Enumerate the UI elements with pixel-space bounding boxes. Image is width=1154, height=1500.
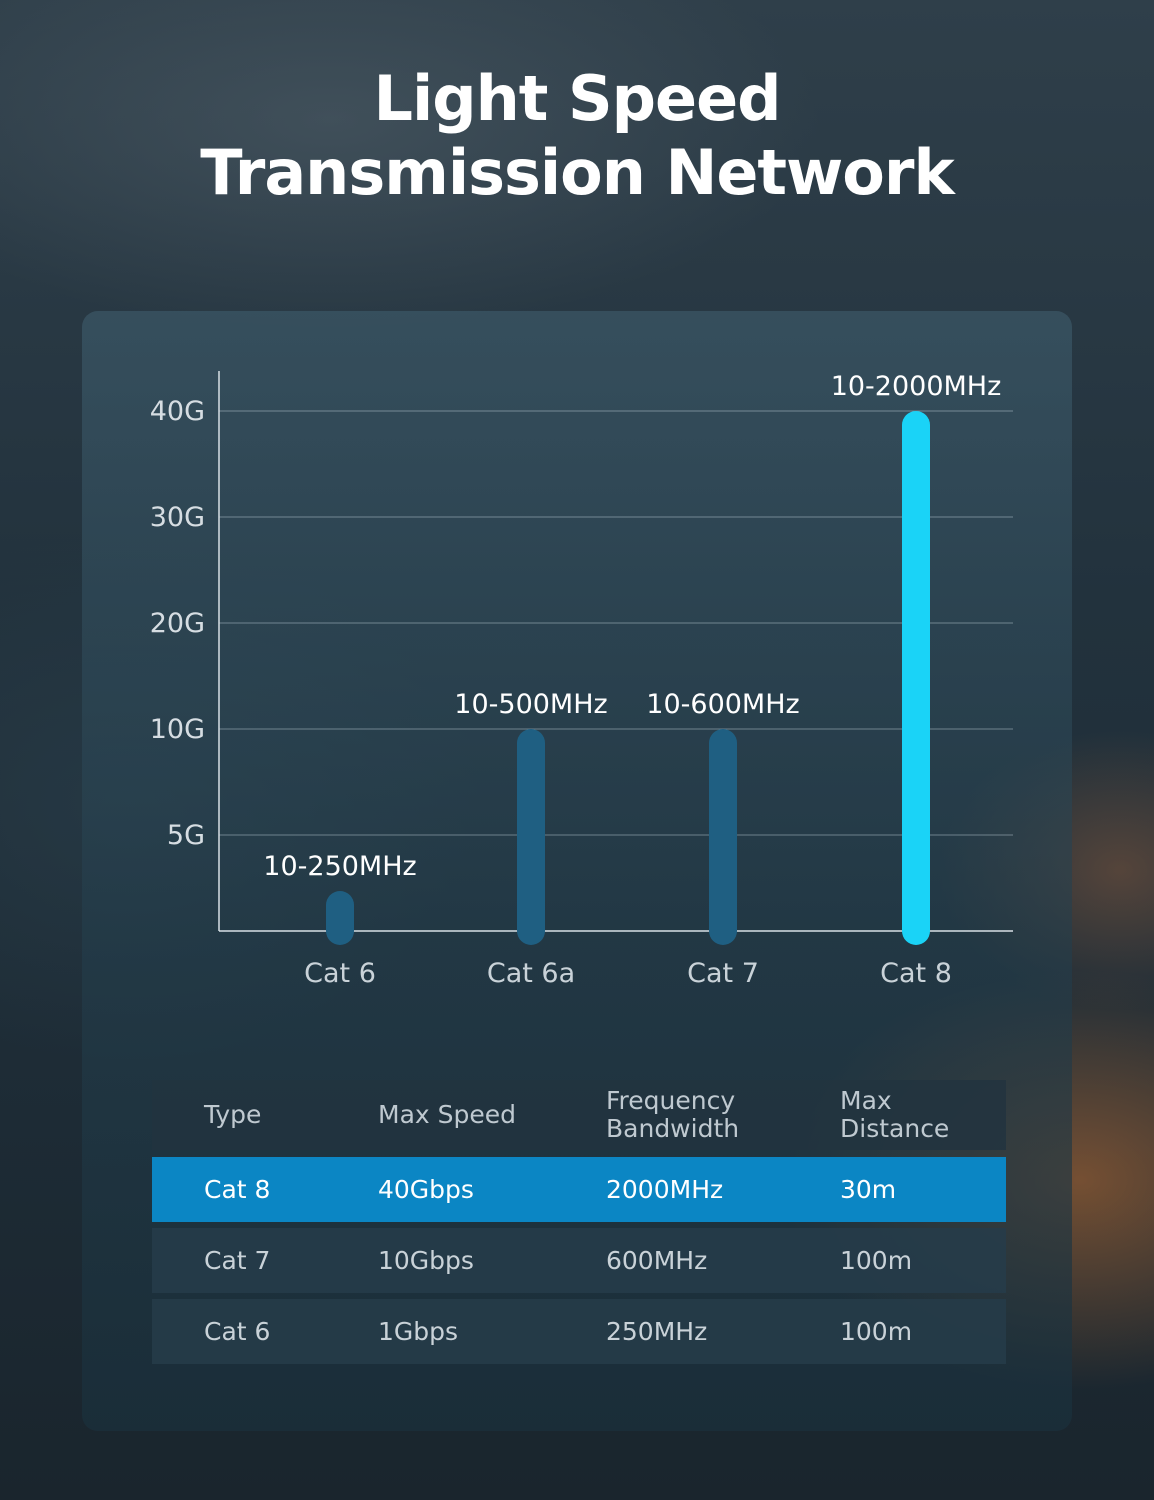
data-label: 10-500MHz [454,689,607,720]
bar-cat-6 [326,891,354,945]
header-max-distance: Max Distance [840,1086,950,1143]
y-tick-label: 20G [150,608,205,639]
title-line-2: Transmission Network [200,136,954,209]
x-tick-label: Cat 6 [304,958,376,989]
page-title: Light Speed Transmission Network [0,62,1154,210]
bar-cat-6a [517,729,545,945]
header-type: Type [204,1100,262,1129]
bar-cat-8 [902,411,930,945]
table-row-cat6: Cat 6 1Gbps 250MHz 100m [152,1299,1006,1364]
cell-type: Cat 6 [204,1317,271,1346]
speed-bar-chart: 5G 10G 20G 30G 40G 10-250MHz Cat 6 10-500MHz Cat… [150,371,1014,989]
data-label: 10-2000MHz [831,371,1002,402]
x-tick-label: Cat 6a [487,958,575,989]
header-frequency-bandwidth: Frequency Bandwidth [606,1086,740,1143]
cell-frequency: 250MHz [606,1317,708,1346]
data-label: 10-600MHz [646,689,799,720]
y-tick-label: 30G [150,502,205,533]
table-header-row: Type Max Speed Frequency Bandwidth Max Dis… [152,1080,1006,1150]
cell-max-speed: 40Gbps [378,1175,474,1204]
table-row-cat7: Cat 7 10Gbps 600MHz 100m [152,1228,1006,1293]
cell-max-speed: 1Gbps [378,1317,459,1346]
table-row-cat8: Cat 8 40Gbps 2000MHz 30m [152,1157,1006,1222]
bar-cat-7 [709,729,737,945]
x-tick-label: Cat 7 [687,958,759,989]
cell-frequency: 600MHz [606,1246,708,1275]
y-tick-label: 10G [150,714,205,745]
title-line-1: Light Speed [373,62,781,135]
data-label: 10-250MHz [263,851,416,882]
cell-type: Cat 8 [204,1175,271,1204]
cell-max-speed: 10Gbps [378,1246,474,1275]
header-max-speed: Max Speed [378,1100,517,1129]
x-tick-label: Cat 8 [880,958,952,989]
cell-frequency: 2000MHz [606,1175,724,1204]
y-tick-label: 40G [150,396,205,427]
baseline-mask [220,932,1014,948]
cell-distance: 30m [840,1175,897,1204]
y-tick-label: 5G [167,820,205,851]
cell-distance: 100m [840,1246,913,1275]
cell-type: Cat 7 [204,1246,271,1275]
cell-distance: 100m [840,1317,913,1346]
